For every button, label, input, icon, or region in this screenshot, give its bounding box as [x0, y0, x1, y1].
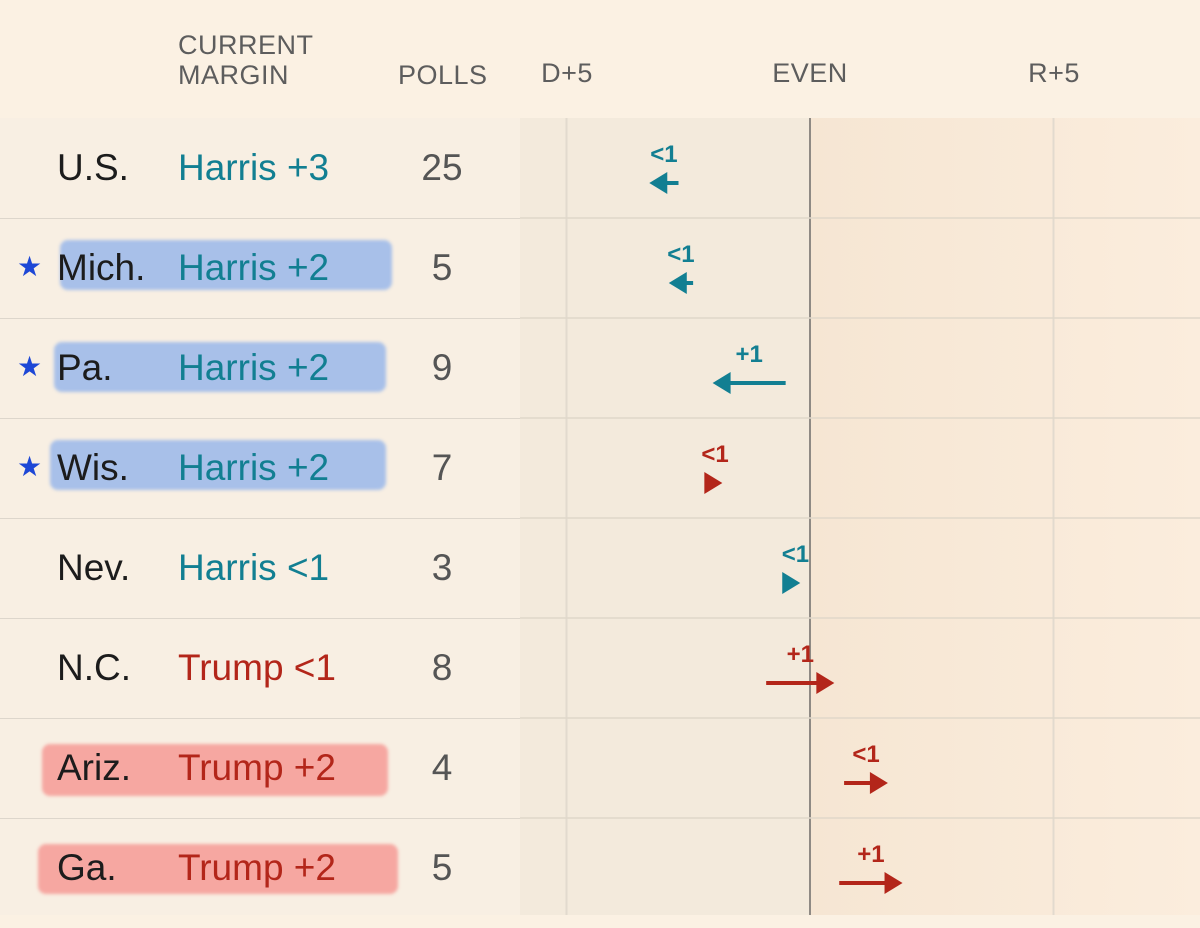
- arrow-change-label-mich: <1: [667, 241, 694, 268]
- state-label-wis: Wis.: [57, 447, 129, 488]
- current-margin-header: CURRENT MARGIN: [178, 30, 314, 90]
- arrow-us: <1: [649, 141, 679, 194]
- highlight-ariz: [42, 744, 388, 796]
- state-label-pa: Pa.: [57, 347, 113, 388]
- axis-label-d5: D+5: [541, 58, 593, 88]
- highlight-pa: [54, 342, 386, 392]
- arrow-change-label-nev: <1: [782, 541, 809, 568]
- polls-count-nev: 3: [431, 547, 453, 588]
- state-label-ariz: Ariz.: [57, 747, 131, 788]
- arrow-ga: +1: [839, 841, 903, 894]
- polls-count-ga: 5: [431, 847, 453, 888]
- arrow-head: [869, 772, 888, 794]
- arrow-nev: <1: [782, 541, 809, 594]
- star-icon: ★: [17, 251, 43, 282]
- star-icon: ★: [17, 451, 43, 482]
- arrow-nc: +1: [766, 641, 835, 694]
- polls-header: POLLS: [398, 60, 488, 90]
- polls-count-pa: 9: [431, 347, 453, 388]
- polls-count-mich: 5: [431, 247, 453, 288]
- current-margin-header-line1: CURRENT: [178, 30, 314, 60]
- arrow-change-label-us: <1: [650, 141, 677, 168]
- current-margin-nc: Trump <1: [178, 647, 336, 688]
- arrow-head: [816, 672, 835, 694]
- row-divider: [0, 818, 520, 819]
- state-label-nc: N.C.: [57, 647, 131, 688]
- arrow-head: [782, 572, 801, 594]
- star-icon: ★: [17, 351, 43, 382]
- polls-count-nc: 8: [431, 647, 453, 688]
- row-divider: [0, 418, 520, 419]
- current-margin-nev: Harris <1: [178, 547, 330, 588]
- arrow-head: [704, 472, 723, 494]
- row-divider: [0, 218, 520, 219]
- arrow-change-label-wis: <1: [701, 441, 728, 468]
- state-label-us: U.S.: [57, 147, 129, 188]
- row-divider: [0, 518, 520, 519]
- polls-count-us: 25: [421, 147, 463, 188]
- arrow-change-label-ariz: <1: [852, 741, 879, 768]
- arrow-change-label-nc: +1: [787, 641, 814, 668]
- axis-label-even: EVEN: [772, 58, 848, 88]
- arrow-ariz: <1: [844, 741, 888, 794]
- current-margin-wis: Harris +2: [178, 447, 330, 488]
- arrow-change-label-pa: +1: [735, 341, 762, 368]
- axis-label-r5: R+5: [1028, 58, 1080, 88]
- polls-count-ariz: 4: [431, 747, 453, 788]
- current-margin-header-line2: MARGIN: [178, 60, 289, 90]
- current-margin-ariz: Trump +2: [178, 747, 336, 788]
- arrow-head: [712, 372, 731, 394]
- current-margin-pa: Harris +2: [178, 347, 330, 388]
- state-label-nev: Nev.: [57, 547, 131, 588]
- chart-rep-region: [810, 118, 1200, 915]
- arrow-head: [649, 172, 668, 194]
- arrow-pa: +1: [712, 341, 786, 394]
- arrow-change-label-ga: +1: [857, 841, 884, 868]
- arrow-head: [884, 872, 903, 894]
- arrow-mich: <1: [667, 241, 695, 294]
- polls-count-wis: 7: [431, 447, 453, 488]
- highlight-ga: [38, 844, 398, 894]
- current-margin-ga: Trump +2: [178, 847, 336, 888]
- highlight-mich: [60, 240, 392, 290]
- highlight-wis: [50, 440, 386, 490]
- row-divider: [0, 318, 520, 319]
- state-label-ga: Ga.: [57, 847, 117, 888]
- arrow-wis: <1: [701, 441, 729, 494]
- current-margin-mich: Harris +2: [178, 247, 330, 288]
- row-divider: [0, 718, 520, 719]
- state-label-mich: Mich.: [57, 247, 146, 288]
- chart-dem-region: [520, 118, 810, 915]
- row-divider: [0, 618, 520, 619]
- current-margin-us: Harris +3: [178, 147, 330, 188]
- arrow-head: [668, 272, 687, 294]
